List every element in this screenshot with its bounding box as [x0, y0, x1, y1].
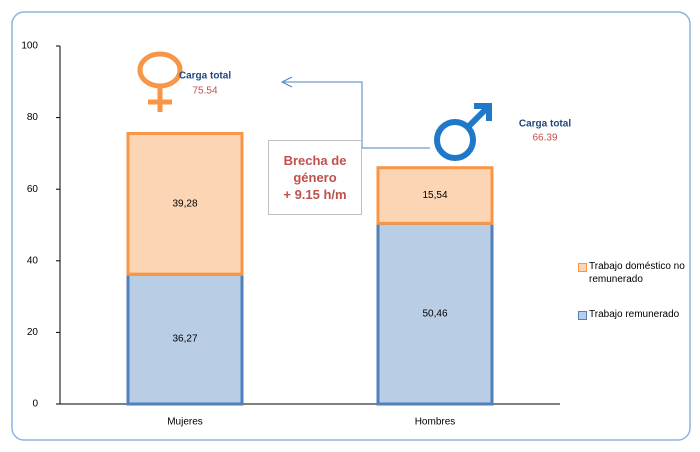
- legend-swatch: [578, 263, 587, 272]
- value-label: 39,28: [172, 198, 197, 209]
- x-tick-label: Mujeres: [167, 417, 203, 428]
- y-tick-label: 20: [27, 327, 39, 338]
- bar-segment: [376, 166, 494, 225]
- x-tick-label: Hombres: [415, 417, 456, 428]
- total-label: Carga total: [179, 71, 231, 82]
- gap-value: + 9.15 h/m: [283, 187, 347, 202]
- total-value: 75.54: [192, 86, 217, 97]
- gap-title: Brecha de género: [283, 153, 347, 185]
- female-icon: [137, 51, 183, 112]
- total-label: Carga total: [519, 119, 571, 130]
- value-label: 15,54: [422, 190, 447, 201]
- legend-label: Trabajo doméstico no remunerado: [589, 261, 685, 285]
- y-tick-label: 0: [32, 399, 38, 410]
- arrow-head: [280, 76, 293, 88]
- legend-item: Trabajo remunerado: [578, 308, 693, 321]
- bar-segment: [376, 221, 494, 406]
- y-tick-label: 100: [21, 41, 38, 52]
- y-tick-label: 40: [27, 255, 39, 266]
- male-icon: [434, 103, 492, 161]
- y-tick-label: 60: [27, 184, 39, 195]
- legend-swatch: [578, 311, 587, 320]
- bar-segment: [126, 132, 244, 276]
- arrow: [284, 81, 430, 149]
- value-label: 50,46: [422, 308, 447, 319]
- bar-segment: [126, 272, 244, 406]
- gap-box: Brecha de género + 9.15 h/m: [268, 140, 362, 215]
- frame: [11, 11, 691, 441]
- legend-item: Trabajo doméstico no remunerado: [578, 260, 693, 286]
- y-tick-label: 80: [27, 112, 39, 123]
- legend-label: Trabajo remunerado: [589, 309, 680, 320]
- value-label: 36,27: [172, 334, 197, 345]
- total-value: 66.39: [532, 133, 557, 144]
